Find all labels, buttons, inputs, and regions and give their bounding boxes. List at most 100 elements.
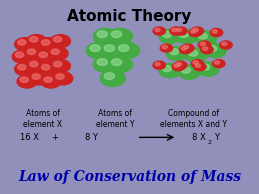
Circle shape xyxy=(166,46,188,61)
Circle shape xyxy=(41,64,50,70)
Circle shape xyxy=(193,61,198,64)
Circle shape xyxy=(39,62,59,76)
Text: Atoms of
element X: Atoms of element X xyxy=(23,109,62,129)
Circle shape xyxy=(179,46,192,54)
Circle shape xyxy=(184,45,189,49)
Circle shape xyxy=(100,42,125,59)
Text: 2: 2 xyxy=(207,140,211,145)
Circle shape xyxy=(18,64,26,70)
Circle shape xyxy=(162,66,171,72)
Circle shape xyxy=(104,45,114,52)
Circle shape xyxy=(155,28,160,32)
Circle shape xyxy=(51,49,59,55)
Circle shape xyxy=(155,62,160,66)
Circle shape xyxy=(32,74,40,79)
Circle shape xyxy=(18,40,26,45)
Circle shape xyxy=(169,48,179,55)
Circle shape xyxy=(111,31,122,38)
Circle shape xyxy=(198,41,211,49)
Circle shape xyxy=(97,31,107,38)
Circle shape xyxy=(24,47,44,60)
Circle shape xyxy=(182,44,194,52)
Circle shape xyxy=(100,70,125,87)
Circle shape xyxy=(90,45,100,52)
Circle shape xyxy=(159,29,181,44)
Circle shape xyxy=(179,31,188,37)
Circle shape xyxy=(41,40,50,45)
Circle shape xyxy=(175,61,187,69)
Circle shape xyxy=(51,35,70,48)
Circle shape xyxy=(51,59,70,73)
Circle shape xyxy=(97,59,107,66)
Circle shape xyxy=(160,44,173,52)
Circle shape xyxy=(93,28,118,45)
Circle shape xyxy=(20,77,28,82)
Circle shape xyxy=(170,27,182,35)
Circle shape xyxy=(210,29,223,37)
Circle shape xyxy=(30,61,38,67)
Circle shape xyxy=(178,65,200,79)
Circle shape xyxy=(93,56,118,73)
Circle shape xyxy=(191,60,204,68)
Circle shape xyxy=(44,77,52,82)
Text: Law of Conservation of Mass: Law of Conservation of Mass xyxy=(18,170,241,184)
Circle shape xyxy=(29,72,49,85)
Circle shape xyxy=(189,50,198,56)
Circle shape xyxy=(198,33,207,39)
Circle shape xyxy=(208,45,217,51)
Circle shape xyxy=(191,27,204,35)
Circle shape xyxy=(185,48,207,62)
Circle shape xyxy=(203,47,208,50)
Text: Y: Y xyxy=(214,133,219,142)
Circle shape xyxy=(39,38,59,51)
Circle shape xyxy=(197,62,219,76)
Circle shape xyxy=(193,63,206,71)
Circle shape xyxy=(12,50,32,63)
Circle shape xyxy=(86,42,111,59)
Circle shape xyxy=(181,67,191,73)
Circle shape xyxy=(162,45,167,49)
Circle shape xyxy=(181,47,186,50)
Circle shape xyxy=(195,31,217,45)
Circle shape xyxy=(56,74,64,79)
Circle shape xyxy=(15,38,35,51)
Text: Atomic Theory: Atomic Theory xyxy=(67,9,192,23)
Circle shape xyxy=(53,61,62,67)
Circle shape xyxy=(159,63,181,78)
Circle shape xyxy=(162,31,171,37)
Text: 8 X: 8 X xyxy=(192,133,205,142)
Circle shape xyxy=(153,61,166,69)
Text: 16 X: 16 X xyxy=(20,133,39,142)
Circle shape xyxy=(176,62,182,66)
Circle shape xyxy=(107,28,132,45)
Circle shape xyxy=(27,49,35,55)
Circle shape xyxy=(15,52,24,58)
Circle shape xyxy=(53,72,73,85)
Circle shape xyxy=(36,50,56,63)
Circle shape xyxy=(30,36,38,42)
Circle shape xyxy=(174,64,179,67)
Circle shape xyxy=(189,29,201,37)
Circle shape xyxy=(172,63,185,71)
Text: +: + xyxy=(51,133,58,142)
Circle shape xyxy=(204,43,226,58)
Circle shape xyxy=(15,62,35,76)
Circle shape xyxy=(41,75,61,88)
Circle shape xyxy=(53,36,62,42)
Circle shape xyxy=(17,75,37,88)
Circle shape xyxy=(193,28,198,32)
Circle shape xyxy=(107,56,132,73)
Circle shape xyxy=(27,59,47,73)
Circle shape xyxy=(220,41,232,49)
Circle shape xyxy=(196,64,201,67)
Text: 8 Y: 8 Y xyxy=(85,133,98,142)
Text: Atoms of
element Y: Atoms of element Y xyxy=(96,109,134,129)
Circle shape xyxy=(115,42,140,59)
Circle shape xyxy=(214,61,220,64)
Text: Compound of
elements X and Y: Compound of elements X and Y xyxy=(160,109,227,129)
Circle shape xyxy=(48,47,68,60)
Circle shape xyxy=(213,60,225,68)
Circle shape xyxy=(176,29,198,44)
Circle shape xyxy=(39,52,47,58)
Circle shape xyxy=(111,59,122,66)
